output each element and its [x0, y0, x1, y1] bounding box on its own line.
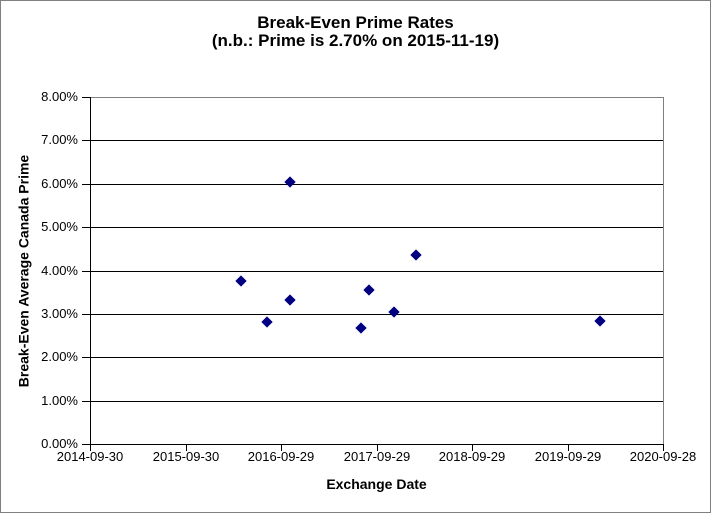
- plot-border-right: [663, 97, 664, 445]
- x-tick: [90, 445, 91, 451]
- x-tick-label: 2014-09-30: [56, 449, 124, 464]
- x-tick: [568, 445, 569, 451]
- data-point: [363, 284, 375, 296]
- y-tick: [82, 444, 90, 445]
- y-tick: [82, 227, 90, 228]
- y-tick: [82, 140, 90, 141]
- y-gridline: [91, 184, 663, 185]
- y-tick-label: 5.00%: [41, 219, 78, 234]
- x-tick-label: 2020-09-28: [629, 449, 697, 464]
- x-axis-title: Exchange Date: [326, 476, 427, 492]
- y-tick: [82, 401, 90, 402]
- y-gridline: [91, 357, 663, 358]
- x-tick-label: 2016-09-29: [247, 449, 315, 464]
- y-tick-label: 6.00%: [41, 176, 78, 191]
- data-point: [235, 275, 247, 287]
- y-tick-label: 1.00%: [41, 393, 78, 408]
- data-point: [261, 316, 273, 328]
- x-tick-label: 2015-09-30: [152, 449, 220, 464]
- data-point: [410, 249, 422, 261]
- plot-border-top: [90, 97, 663, 98]
- data-point: [284, 294, 296, 306]
- x-tick: [186, 445, 187, 451]
- y-gridline: [91, 227, 663, 228]
- y-axis-line: [90, 97, 91, 445]
- data-point: [388, 306, 400, 318]
- data-point: [594, 315, 606, 327]
- y-gridline: [91, 401, 663, 402]
- y-tick-label: 3.00%: [41, 306, 78, 321]
- y-tick: [82, 97, 90, 98]
- x-tick-label: 2017-09-29: [343, 449, 411, 464]
- chart-subtitle: (n.b.: Prime is 2.70% on 2015-11-19): [211, 31, 500, 50]
- x-axis-line: [90, 444, 664, 445]
- x-tick-label: 2019-09-29: [534, 449, 602, 464]
- x-tick: [281, 445, 282, 451]
- data-point: [355, 322, 367, 334]
- chart-title: Break-Even Prime Rates: [257, 13, 454, 32]
- x-tick: [472, 445, 473, 451]
- y-tick: [82, 184, 90, 185]
- x-tick-label: 2018-09-29: [438, 449, 506, 464]
- x-tick: [663, 445, 664, 451]
- y-tick-label: 7.00%: [41, 132, 78, 147]
- y-tick-label: 2.00%: [41, 349, 78, 364]
- x-tick: [377, 445, 378, 451]
- y-tick: [82, 314, 90, 315]
- y-gridline: [91, 140, 663, 141]
- y-tick-label: 4.00%: [41, 263, 78, 278]
- y-tick: [82, 357, 90, 358]
- y-tick-label: 0.00%: [41, 436, 78, 451]
- y-gridline: [91, 271, 663, 272]
- y-tick: [82, 271, 90, 272]
- data-point: [284, 176, 296, 188]
- y-tick-label: 8.00%: [41, 89, 78, 104]
- y-gridline: [91, 314, 663, 315]
